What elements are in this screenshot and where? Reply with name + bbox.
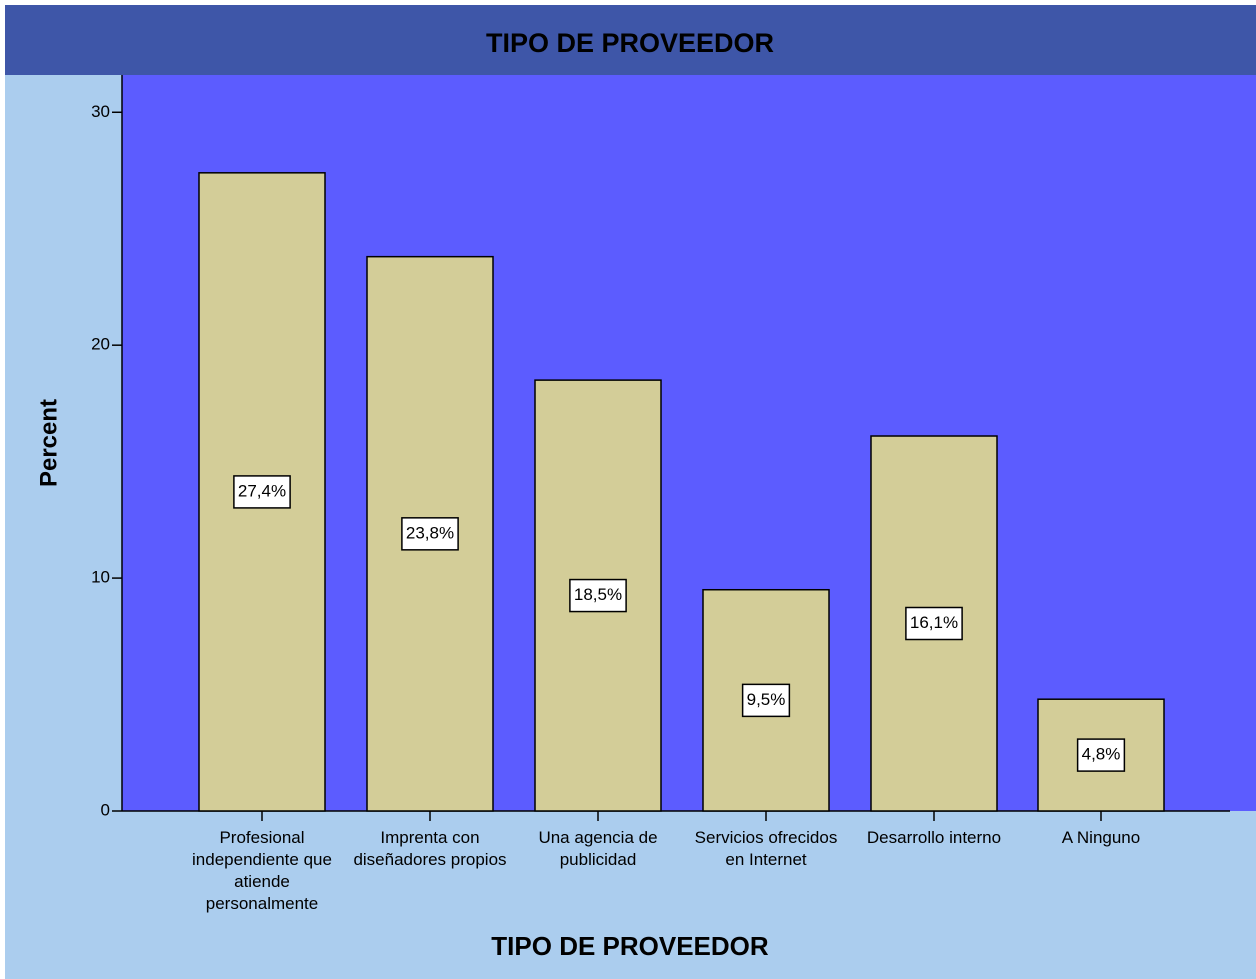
value-label: 16,1% (910, 613, 958, 632)
y-tick-label: 10 (91, 568, 110, 587)
value-label: 18,5% (574, 585, 622, 604)
x-tick-label: Imprenta con diseñadores propios (353, 828, 507, 869)
x-tick-label: Desarrollo interno (866, 828, 1002, 847)
x-axis-title: TIPO DE PROVEEDOR (491, 931, 769, 961)
value-label: 27,4% (238, 481, 286, 500)
x-tick-label: A Ninguno (1061, 828, 1141, 847)
bar (702, 588, 830, 812)
x-tick-label: Profesional independiente que atiende pe… (192, 828, 332, 913)
value-label-box (569, 578, 627, 613)
x-tick-label: Servicios ofrecidos en Internet (694, 828, 838, 869)
value-label: 4,8% (1082, 745, 1121, 764)
y-tick-label: 0 (101, 800, 110, 819)
y-tick-label: 20 (91, 335, 110, 354)
value-label: 23,8% (406, 523, 454, 542)
value-label-box (401, 517, 459, 551)
y-axis-title: Percent (35, 399, 62, 487)
chart-title: TIPO DE PROVEEDOR (486, 28, 774, 58)
value-label-box (1076, 738, 1126, 772)
title-bar (5, 5, 1256, 75)
y-tick-label: 30 (91, 102, 110, 121)
x-tick-label: Una agencia de publicidad (538, 828, 658, 869)
value-label: 9,5% (747, 690, 786, 709)
value-label-box (741, 683, 791, 718)
value-label-box (905, 606, 963, 641)
value-label-box (233, 475, 291, 509)
